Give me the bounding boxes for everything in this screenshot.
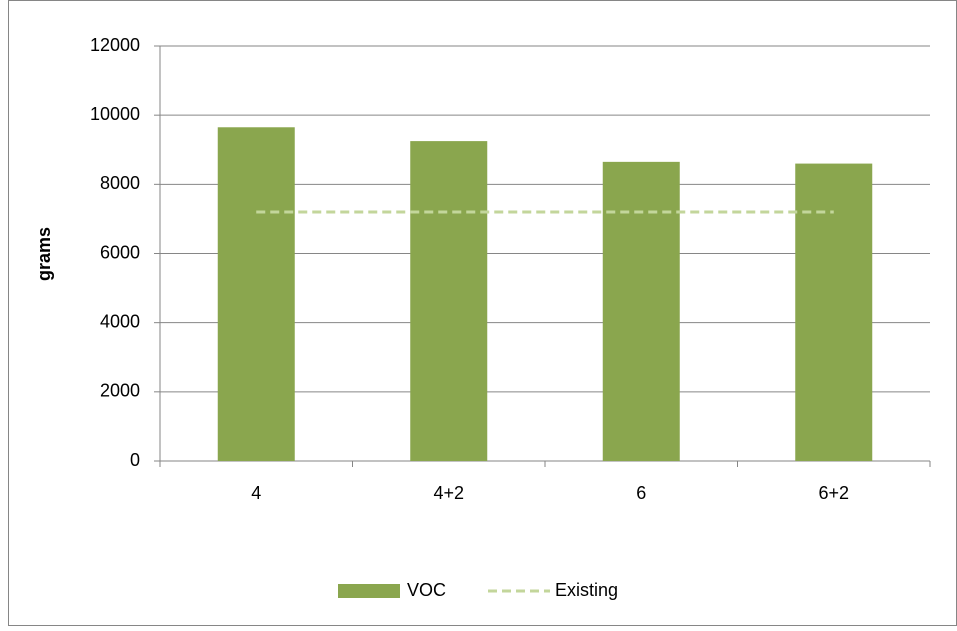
bar xyxy=(410,141,488,461)
y-tick-label: 10000 xyxy=(90,104,140,124)
y-tick-label: 0 xyxy=(130,450,140,470)
y-tick-label: 6000 xyxy=(100,242,140,262)
bar xyxy=(602,161,680,461)
y-tick-label: 12000 xyxy=(90,35,140,55)
bar xyxy=(217,127,295,461)
y-axis-label: grams xyxy=(34,227,54,281)
x-tick-label: 6 xyxy=(636,483,646,503)
legend-label: VOC xyxy=(407,580,446,600)
y-tick-label: 4000 xyxy=(100,311,140,331)
bar xyxy=(795,163,873,462)
x-tick-label: 4+2 xyxy=(433,483,464,503)
y-tick-label: 8000 xyxy=(100,173,140,193)
legend-swatch xyxy=(338,584,400,598)
x-tick-label: 4 xyxy=(251,483,261,503)
y-tick-label: 2000 xyxy=(100,381,140,401)
legend-label: Existing xyxy=(555,580,618,600)
x-tick-label: 6+2 xyxy=(818,483,849,503)
